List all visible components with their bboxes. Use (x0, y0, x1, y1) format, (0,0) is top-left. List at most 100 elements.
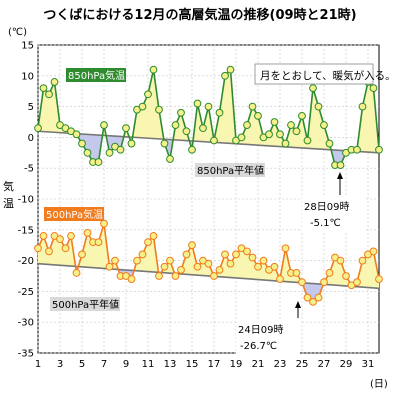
x-tick-label: 15 (186, 359, 199, 370)
annotation-min-850: 28日09時 -5.1℃ (302, 172, 366, 231)
series-850-point (83, 148, 92, 157)
fill-850-warm-fill (153, 69, 159, 139)
series-850-point (39, 84, 48, 93)
series-500-point (204, 259, 213, 268)
series-850-point (237, 133, 246, 142)
series-850-point (94, 158, 103, 166)
legend-850-normal: 850hPa平年値 (195, 163, 265, 177)
series-500-point (314, 293, 323, 302)
series-850-point (336, 161, 345, 170)
series-500-point (72, 269, 81, 277)
series-850-point (254, 111, 262, 120)
series-markers (34, 65, 383, 306)
series-850-point (276, 130, 284, 139)
series-850-point (155, 105, 163, 114)
series-850-point (149, 65, 158, 74)
series-850-point (171, 121, 180, 129)
y-tick-label: -35 (18, 349, 34, 360)
series-500-point (292, 269, 301, 277)
fill-850-warm-fill (368, 81, 374, 153)
y-axis-label: 気 温 (3, 179, 18, 210)
series-500-point (358, 256, 367, 265)
series-500-point (166, 256, 174, 265)
x-tick-label: 7 (101, 359, 107, 370)
series-500-point (111, 256, 119, 265)
series-500-point (298, 278, 306, 287)
fill-850-cold-fill (93, 134, 99, 163)
y-tick-label: -5 (24, 164, 34, 175)
chart-title: つくばにおける12月の高層気温の推移(09時と21時) (43, 8, 357, 23)
legend-500-normal-label: 500hPa平年値 (52, 298, 119, 311)
series-500-point (188, 241, 196, 250)
series-500-point (270, 262, 279, 271)
series-500-point (182, 250, 191, 259)
series-500-point (369, 247, 378, 256)
series-500-point (226, 259, 235, 268)
series-500-point (149, 232, 158, 240)
series-850-point (215, 108, 224, 117)
x-tick-label: 5 (79, 359, 85, 370)
series-500-point (281, 244, 290, 253)
fill-850-warm-fill (203, 106, 209, 143)
series-500-point (320, 278, 328, 287)
series-850-point (314, 102, 323, 111)
series-850-point (270, 118, 279, 126)
fill-850-warm-fill (137, 106, 143, 138)
fill-850-warm-fill (362, 81, 368, 153)
series-500-point (303, 293, 312, 302)
y-tick-label: 10 (21, 71, 34, 82)
x-tick-label: 13 (164, 359, 177, 370)
y-unit-label: (℃) (8, 27, 27, 38)
series-850-point (375, 145, 383, 154)
x-tick-label: 23 (274, 359, 287, 370)
series-500-point (67, 232, 75, 240)
legend-850-label: 850hPa気温 (68, 69, 125, 82)
series-500-point (309, 297, 317, 306)
annotation-warm: 月をとおして、暖気が入る。 (254, 63, 396, 85)
legend-850-normal-label: 850hPa平年値 (197, 164, 264, 177)
series-500-point (61, 244, 70, 253)
fill-500-warm-fill (54, 235, 60, 266)
fill-500-warm-fill (368, 251, 374, 288)
annotation-min-500: 24日09時 -26.7℃ (236, 301, 301, 354)
series-850-point (210, 136, 218, 145)
series-850-point (369, 84, 378, 93)
series-500-point (34, 244, 42, 253)
fill-850-warm-fill (219, 75, 225, 144)
legend-500: 500hPa気温 (44, 207, 104, 221)
series-500-point (133, 256, 141, 265)
x-tick-label: 25 (296, 359, 309, 370)
series-500-point (232, 250, 240, 259)
series-500-point (39, 232, 48, 240)
series-850-point (221, 71, 229, 80)
series-500-point (138, 250, 147, 259)
x-tick-label: 17 (208, 359, 221, 370)
series-850-point (226, 65, 235, 74)
x-tick-label: 27 (318, 359, 331, 370)
fill-850-warm-fill (43, 88, 49, 132)
fill-500-warm-fill (60, 239, 66, 266)
series-500-point (259, 256, 268, 265)
series-850-point (127, 139, 136, 148)
series-850-point (320, 121, 328, 129)
series-850-point (177, 108, 185, 117)
x-tick-label: 21 (252, 359, 265, 370)
annotation-min-850-date: 28日09時 (304, 201, 349, 213)
series-850-point (287, 121, 295, 129)
series-850-point (298, 111, 306, 120)
series-500-point (56, 235, 64, 243)
fill-850-cold-fill (87, 134, 93, 163)
x-tick-label: 19 (230, 359, 243, 370)
series-850-point (309, 84, 317, 93)
series-500-point (342, 272, 350, 280)
annotation-warm-text: 月をとおして、暖気が入る。 (260, 69, 396, 82)
series-850-point (248, 102, 257, 111)
annotation-min-500-date: 24日09時 (238, 324, 283, 336)
x-tick-label: 9 (123, 359, 129, 370)
series-500-point (243, 247, 251, 256)
series-500-point (215, 265, 224, 274)
legend-500-label: 500hPa気温 (46, 208, 103, 221)
x-unit-label: (日) (370, 379, 388, 390)
series-500-point (375, 275, 383, 283)
